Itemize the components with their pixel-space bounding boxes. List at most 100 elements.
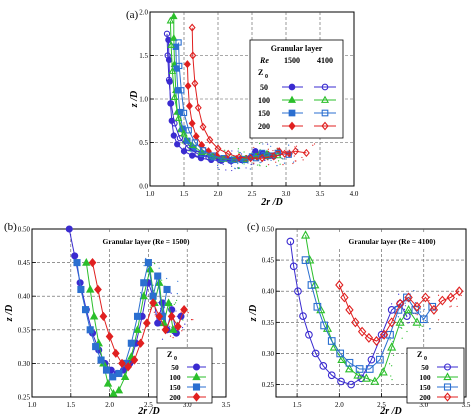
data-point xyxy=(183,60,191,69)
particle-dot xyxy=(231,165,233,167)
particle-dot xyxy=(281,157,283,159)
x-tick-label: 2.0 xyxy=(335,401,344,409)
series-line xyxy=(305,259,433,370)
particle-dot xyxy=(227,154,229,156)
legend-z-label: Z xyxy=(258,68,263,77)
particle-dot xyxy=(174,302,177,304)
particle-dot xyxy=(149,306,151,308)
particle-dot xyxy=(283,158,285,160)
data-point xyxy=(220,155,227,162)
data-point xyxy=(163,30,171,37)
particle-dot xyxy=(161,279,163,281)
particle-dot xyxy=(177,280,179,282)
legend-col-4100: 4100 xyxy=(317,56,333,65)
data-point xyxy=(164,52,171,59)
particle-dot xyxy=(161,338,164,340)
series-200-4100 xyxy=(188,23,310,163)
legend-marker xyxy=(321,121,329,131)
data-point xyxy=(118,358,126,369)
particle-dot xyxy=(282,164,284,166)
data-point xyxy=(194,103,202,112)
particle-dot xyxy=(450,305,452,307)
y-axis-label: z /D xyxy=(248,305,259,322)
particle-dot xyxy=(231,169,233,172)
particle-dot xyxy=(243,151,245,153)
particle-dot xyxy=(266,158,268,161)
legend-row-label: 50 xyxy=(171,363,179,372)
series-line xyxy=(191,27,307,159)
data-point xyxy=(387,342,397,351)
legend-marker xyxy=(288,109,296,117)
data-point xyxy=(247,154,255,163)
data-point xyxy=(199,147,207,154)
particle-dot xyxy=(170,292,172,294)
data-point xyxy=(174,321,182,332)
particle-dot xyxy=(295,145,298,147)
data-point xyxy=(94,284,102,295)
particle-dot xyxy=(395,309,397,311)
data-point xyxy=(270,152,278,161)
particle-dot xyxy=(184,323,186,325)
particle-dot xyxy=(391,303,393,305)
data-point xyxy=(395,317,405,326)
data-point xyxy=(252,148,259,155)
data-point xyxy=(386,330,394,339)
y-tick-label: 0.45 xyxy=(262,257,275,265)
data-point xyxy=(337,354,347,364)
particle-dot xyxy=(272,149,274,152)
legend-row-label: 150 xyxy=(419,383,431,392)
x-tick-label: 3.5 xyxy=(462,401,471,409)
data-point xyxy=(176,62,183,70)
particle-dot xyxy=(279,163,281,165)
particle-dot xyxy=(238,152,240,154)
particle-dot xyxy=(182,319,184,321)
panel-b: (b) 1.0 1.5 2.0 2.5 3.0 3.5 0.25 0.30 0.35 0.40 0.4… xyxy=(4,221,231,417)
particle-dot xyxy=(277,160,280,162)
particle-dot xyxy=(398,293,400,295)
data-point xyxy=(165,76,173,84)
x-axis-label: 2r /D xyxy=(137,406,159,417)
legend-marker xyxy=(443,372,452,381)
y-tick-label: 0.25 xyxy=(18,394,31,402)
particle-dot xyxy=(157,301,159,304)
data-point xyxy=(412,317,422,326)
particle-dot xyxy=(225,169,227,171)
data-point xyxy=(191,79,199,88)
particle-dot xyxy=(422,318,424,321)
x-tick-label: 2.0 xyxy=(214,190,223,198)
particle-dot xyxy=(180,311,182,313)
data-point xyxy=(335,280,344,290)
legend-col-1500: 1500 xyxy=(284,56,300,65)
x-tick-label: 3.0 xyxy=(183,401,192,409)
data-point xyxy=(130,355,139,365)
series-200 xyxy=(88,257,188,372)
particle-dot xyxy=(153,311,155,313)
data-point xyxy=(124,362,133,372)
panel-c: (c) 1.5 2.0 2.5 3.0 3.5 0.25 0.30 0.35 0.40 0.45 0.… xyxy=(247,221,471,417)
particle-dot xyxy=(187,312,189,314)
data-point xyxy=(120,372,130,380)
particle-dot xyxy=(408,321,410,324)
particle-dot xyxy=(259,142,261,145)
particle-dot xyxy=(222,163,224,166)
series-200 xyxy=(335,280,464,346)
data-point xyxy=(170,132,177,139)
particle-dot xyxy=(260,161,262,163)
legend-row-label: 150 xyxy=(258,109,270,118)
data-point xyxy=(180,129,188,137)
chart-title-box xyxy=(94,234,198,248)
data-point xyxy=(109,373,117,381)
legend-row-label: 50 xyxy=(260,83,268,92)
data-point xyxy=(73,259,81,267)
data-point xyxy=(438,295,447,306)
data-point xyxy=(103,378,113,387)
particle-dot xyxy=(253,146,255,149)
data-point xyxy=(139,291,148,300)
particle-dot xyxy=(224,149,226,151)
data-point xyxy=(174,114,183,121)
x-tick-label: 1.5 xyxy=(293,401,302,409)
particle-dot xyxy=(181,327,184,329)
data-point xyxy=(292,147,299,156)
